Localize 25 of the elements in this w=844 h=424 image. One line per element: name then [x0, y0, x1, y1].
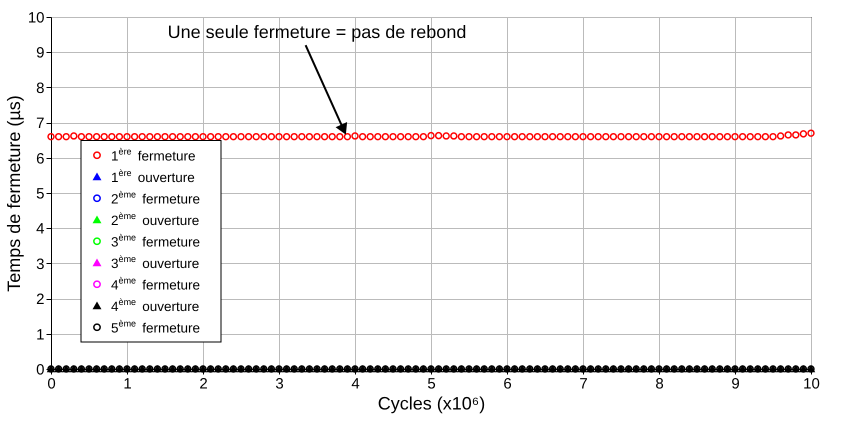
annotation: Une seule fermeture = pas de rebond — [168, 22, 466, 42]
x-tick-label: 0 — [47, 376, 56, 392]
x-tick-label: 1 — [123, 376, 132, 392]
x-tick-label: 9 — [731, 376, 740, 392]
y-tick-label: 1 — [36, 326, 44, 344]
y-tick-label: 3 — [36, 256, 44, 273]
y-tick-label: 0 — [36, 362, 44, 378]
x-tick-label: 8 — [655, 376, 664, 392]
y-tick-label: 8 — [36, 80, 44, 97]
y-axis-title: Temps de fermeture (µs) — [4, 95, 24, 292]
x-tick-label: 2 — [199, 376, 208, 392]
y-tick-label: 4 — [36, 220, 44, 238]
x-tick-label: 4 — [351, 376, 360, 392]
x-axis-title: Cycles (x10⁶) — [378, 394, 486, 414]
x-tick-label: 5 — [427, 376, 436, 392]
y-tick-label: 7 — [36, 115, 44, 132]
x-tick-label: 7 — [579, 376, 588, 392]
y-tick-label: 5 — [36, 186, 44, 202]
y-tick-label: 10 — [28, 10, 44, 26]
y-tick-label: 6 — [36, 150, 44, 168]
x-tick-label: 3 — [275, 376, 284, 392]
y-tick-label: 2 — [36, 291, 44, 308]
y-tick-label: 9 — [36, 44, 44, 62]
x-tick-label: 6 — [503, 376, 512, 392]
x-tick-label: 10 — [803, 376, 820, 392]
